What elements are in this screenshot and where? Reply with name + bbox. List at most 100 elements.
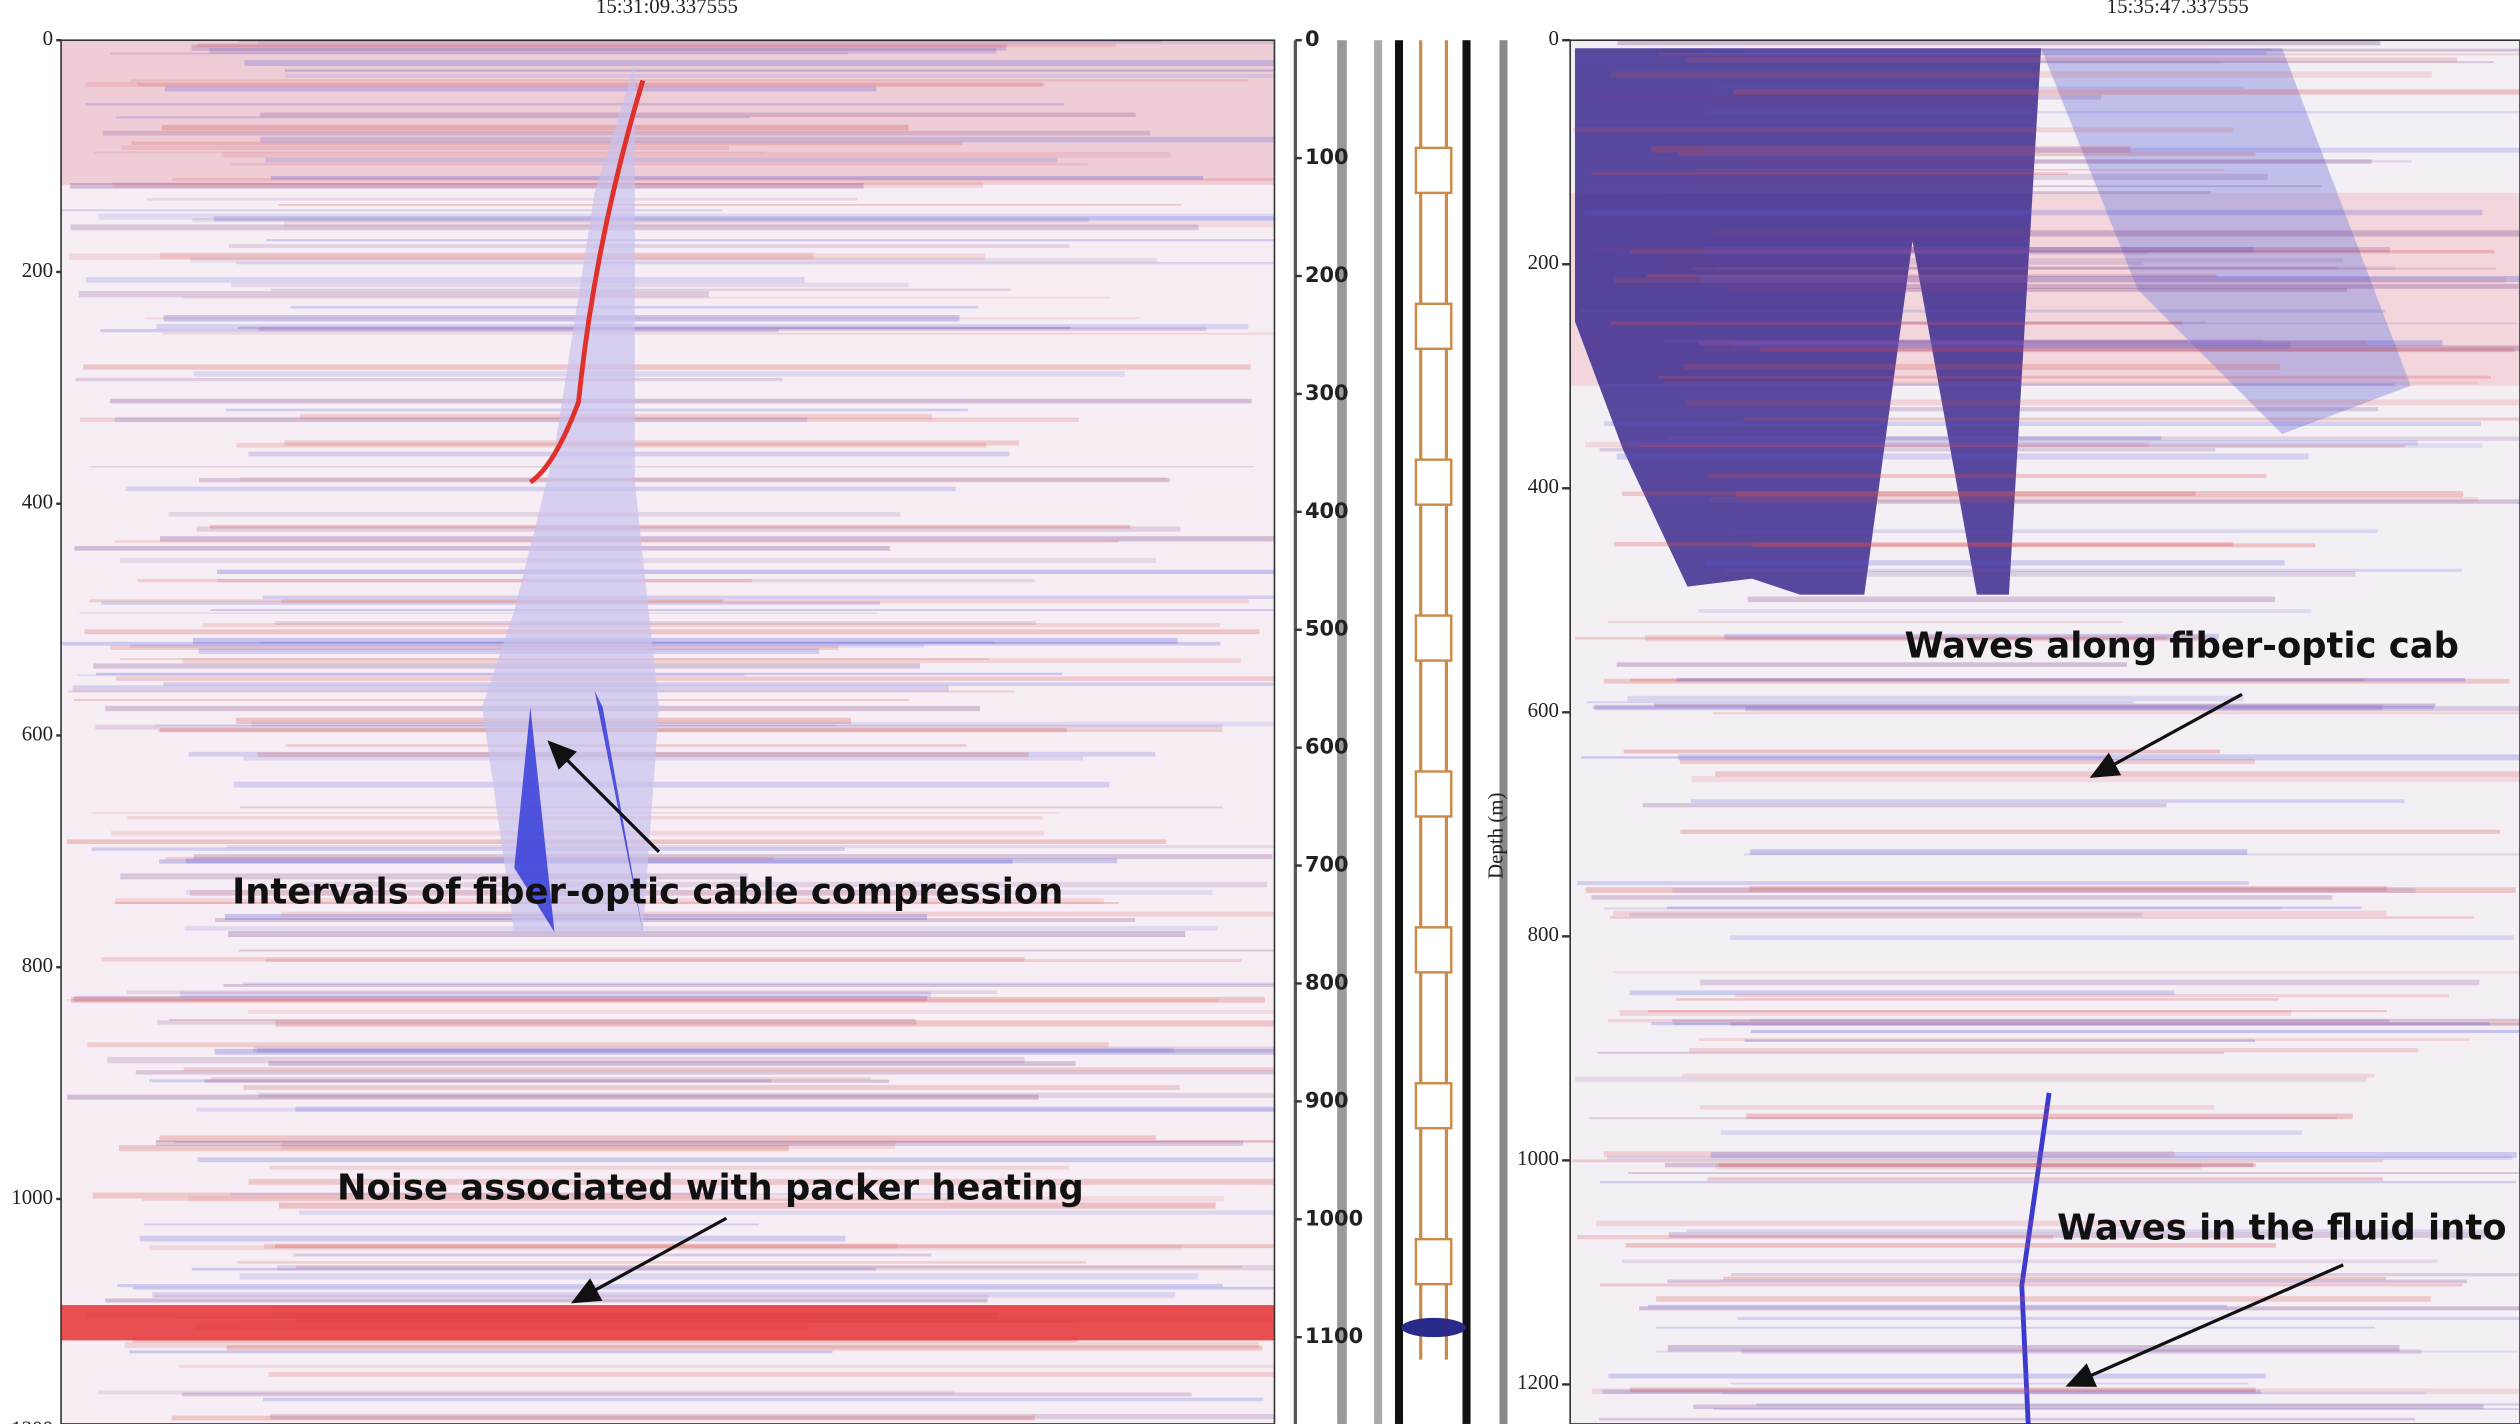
noise-stripe <box>284 440 1019 446</box>
noise-stripe <box>1656 1326 2376 1329</box>
noise-stripe <box>1647 1010 2388 1013</box>
noise-stripe <box>1707 1177 2383 1181</box>
noise-stripe <box>209 524 1131 529</box>
noise-stripe <box>1609 407 2379 412</box>
fluid-wave <box>2019 1092 2052 1424</box>
noise-stripe <box>105 1298 988 1303</box>
depth-tick-label: 600 <box>1528 698 1559 722</box>
noise-stripe <box>248 1178 1275 1185</box>
noise-stripe <box>132 1286 1275 1290</box>
noise-stripe <box>144 317 1140 320</box>
noise-stripe <box>1737 1316 2520 1320</box>
noise-stripe <box>1756 1403 2520 1406</box>
annotation: Intervals of fiber-optic cable compressi… <box>232 872 1063 913</box>
left-panel <box>61 40 1275 1424</box>
depth-tick-label: 700 <box>1305 853 1349 877</box>
noise-stripe <box>1713 230 2520 237</box>
noise-stripe <box>130 79 1248 82</box>
noise-stripe <box>92 1192 712 1199</box>
tubing-joint <box>1414 1082 1453 1130</box>
noise-stripe <box>285 73 1275 78</box>
noise-stripe <box>1651 1022 2490 1026</box>
noise-stripe <box>196 1107 1275 1112</box>
noise-stripe <box>1581 756 2110 759</box>
noise-stripe <box>61 209 723 212</box>
noise-stripe <box>1627 1172 2520 1174</box>
noise-stripe <box>139 1235 846 1242</box>
noise-stripe <box>126 990 997 994</box>
noise-stripe <box>270 1413 1275 1420</box>
noise-stripe <box>236 261 1275 265</box>
tubing-joint <box>1414 926 1453 974</box>
depth-tick-label: 100 <box>1305 145 1349 169</box>
noise-stripe <box>159 252 814 260</box>
noise-stripe <box>1608 1373 2266 1379</box>
noise-stripe <box>1731 529 2378 534</box>
depth-tick-label: 0 <box>1305 27 1320 51</box>
depth-tick-label: 400 <box>1528 474 1559 498</box>
noise-stripe <box>1586 701 2134 704</box>
noise-stripe <box>1616 662 2127 667</box>
noise-stripe <box>1698 609 2312 613</box>
noise-stripe <box>146 197 858 201</box>
tubing-joint <box>1414 146 1453 195</box>
noise-stripe <box>162 124 909 131</box>
timestamp: 15:31:09.337555 <box>596 0 738 18</box>
noise-stripe <box>1657 375 2492 379</box>
noise-stripe <box>230 163 1088 166</box>
noise-stripe <box>66 998 1218 1002</box>
noise-stripe <box>1691 267 2496 270</box>
noise-stripe <box>164 86 877 92</box>
casing <box>1395 40 1404 1424</box>
noise-stripe <box>268 1061 1076 1066</box>
noise-stripe <box>239 806 1223 809</box>
noise-stripe <box>95 724 1223 730</box>
noise-stripe <box>230 1193 963 1196</box>
noise-stripe <box>1630 678 2365 682</box>
noise-stripe <box>1716 266 2396 270</box>
noise-stripe <box>1704 147 2520 153</box>
noise-stripe <box>189 257 1158 263</box>
noise-stripe <box>101 957 1025 962</box>
noise-stripe <box>191 1267 876 1271</box>
noise-stripe <box>78 291 709 298</box>
depth-tick-label: 400 <box>22 490 53 514</box>
noise-stripe <box>155 1140 1244 1146</box>
noise-stripe <box>233 781 1110 788</box>
noise-stripe <box>1750 1018 2520 1022</box>
noise-stripe <box>1625 1243 2276 1248</box>
noise-stripe <box>181 296 1111 299</box>
casing <box>1374 40 1383 1424</box>
noise-stripe <box>191 44 1007 51</box>
noise-stripe <box>1663 339 2264 343</box>
noise-stripe <box>163 682 1275 687</box>
noise-stripe <box>1602 383 2396 386</box>
noise-stripe <box>247 1009 1275 1014</box>
noise-stripe <box>1723 1276 2387 1281</box>
noise-stripe <box>110 52 848 55</box>
noise-stripe <box>275 1020 1275 1027</box>
noise-stripe <box>179 991 931 998</box>
noise-stripe <box>226 1345 1263 1351</box>
noise-stripe <box>1580 60 2220 64</box>
noise-stripe <box>85 81 1043 87</box>
depth-tick-label: 1000 <box>1517 1146 1559 1170</box>
noise-stripe <box>192 218 1090 223</box>
noise-stripe <box>1673 1022 2520 1025</box>
noise-stripe <box>1607 1156 2512 1160</box>
casing <box>1337 40 1347 1424</box>
noise-stripe <box>131 141 963 146</box>
noise-stripe <box>215 917 1136 923</box>
noise-stripe <box>230 282 909 288</box>
noise-stripe <box>202 623 1220 628</box>
noise-stripe <box>1716 86 2244 89</box>
noise-stripe <box>1703 246 2254 253</box>
noise-stripe <box>165 856 774 861</box>
noise-stripe <box>278 1202 1216 1209</box>
noise-stripe <box>251 721 1275 727</box>
noise-stripe <box>262 595 1275 599</box>
noise-stripe <box>1660 159 2412 163</box>
noise-stripe <box>75 377 783 382</box>
noise-stripe <box>284 221 1275 228</box>
noise-stripe <box>1655 262 2143 265</box>
